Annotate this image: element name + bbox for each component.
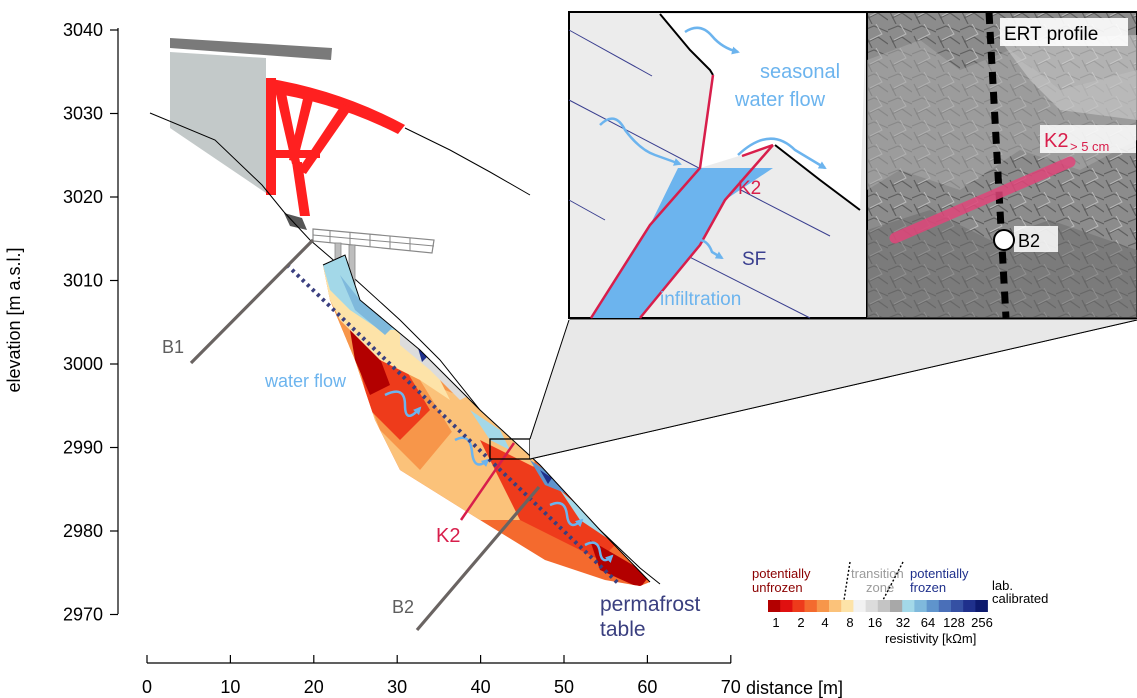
building-wall [170, 52, 266, 193]
permafrost-label-line2: table [600, 618, 646, 641]
b2-label-bg [1014, 226, 1058, 252]
inset-k2-label: K2 [738, 178, 761, 199]
legend-color-swatch [902, 600, 915, 612]
legend-tick-label: 128 [943, 615, 965, 630]
legend-color-swatch [780, 600, 793, 612]
legend-color-swatch [877, 600, 891, 612]
x-tick-label: 30 [387, 677, 407, 697]
water-flow-label: water flow [264, 371, 347, 391]
legend-tick-label: 16 [868, 615, 882, 630]
x-tick-label: 20 [304, 677, 324, 697]
x-tick-label: 10 [220, 677, 240, 697]
y-tick-label: 3010 [63, 271, 103, 291]
b2-label: B2 [392, 597, 414, 617]
y-tick-label: 2980 [63, 521, 103, 541]
y-axis: 3040 3030 3020 3010 3000 2990 2980 2970 elevati… [4, 20, 119, 625]
legend-color-swatch [963, 600, 976, 612]
inset-photo [866, 11, 1137, 319]
legend-color-swatch [804, 600, 818, 612]
k2-label: K2 [436, 525, 460, 547]
legend-color-swatch [938, 600, 952, 612]
legend-tick-label: 4 [821, 615, 828, 630]
legend-tick-label: 8 [846, 615, 853, 630]
legend-unfrozen-line1: potentially [752, 566, 811, 581]
legend-transition-line1: transition [851, 566, 904, 581]
legend-tick-label: 32 [896, 615, 910, 630]
station-building [170, 38, 405, 230]
ert-profile-label: ERT profile [1004, 24, 1098, 45]
x-tick-label: 50 [554, 677, 574, 697]
k2-fracture [459, 442, 516, 521]
x-tick-label: 70 [721, 677, 741, 697]
photo-k2-sub-label: > 5 cm [1070, 139, 1109, 154]
legend-color-swatch [951, 600, 964, 612]
permafrost-label-line1: permafrost [600, 593, 701, 616]
legend-lab-line1: lab. [992, 578, 1013, 593]
y-tick-label: 2990 [63, 438, 103, 458]
x-tick-label: 40 [471, 677, 491, 697]
k2-label-bg [1040, 125, 1136, 153]
legend-divider-right [882, 561, 904, 601]
legend-color-swatch [865, 600, 879, 612]
borehole-b2 [415, 485, 541, 632]
infiltration-label: infiltration [660, 289, 741, 310]
y-tick-label: 3040 [63, 20, 103, 40]
y-tick-label: 3030 [63, 104, 103, 124]
terrain-surface-upper [404, 127, 531, 196]
x-ticks: 0 10 20 30 40 50 60 70 [142, 655, 741, 697]
photo-b2-label: B2 [1018, 231, 1040, 251]
x-tick-label: 60 [637, 677, 657, 697]
steel-frame [266, 78, 405, 230]
x-axis-label: distance [m] [746, 678, 843, 698]
legend-unit-label: resistivity [kΩm] [885, 631, 976, 646]
legend-color-swatch [829, 600, 842, 612]
legend-color-swatch [792, 600, 805, 612]
legend-color-swatch [890, 600, 903, 612]
legend-frozen-line1: potentially [910, 566, 969, 581]
labels: B1 B2 K2 water flow permafrost table sea… [162, 24, 1109, 641]
y-tick-label: 2970 [63, 605, 103, 625]
legend-color-swatch [914, 600, 927, 612]
y-ticks: 3040 3030 3020 3010 3000 2990 2980 2970 [63, 20, 118, 625]
y-tick-label: 3020 [63, 187, 103, 207]
y-tick-label: 3000 [63, 354, 103, 374]
legend-color-swatch [975, 600, 988, 612]
legend-unfrozen-line2: unfrozen [752, 580, 803, 595]
legend-divider-left [843, 561, 851, 601]
borehole-b1 [189, 238, 315, 365]
x-axis: 0 10 20 30 40 50 60 70 distance [m] [142, 655, 843, 698]
b1-label: B1 [162, 337, 184, 357]
legend-tick-label: 1 [772, 615, 779, 630]
seasonal-label-line1: seasonal [760, 61, 840, 83]
legend-color-swatch [853, 600, 866, 612]
seasonal-label-line2: water flow [734, 89, 826, 111]
legend-lab-line2: calibrated [992, 591, 1048, 606]
legend-colorbar [768, 600, 988, 612]
water-flow-arrows [384, 390, 614, 564]
ert-profile-line [985, 11, 1010, 319]
legend-tick-labels: 1 2 4 8 16 32 64 128 256 [772, 615, 992, 630]
roof-slab [170, 38, 332, 60]
legend: potentially unfrozen transition zone pot… [752, 561, 1048, 646]
legend-tick-label: 64 [921, 615, 935, 630]
inset-sketch [568, 11, 868, 319]
section-top-outline [322, 254, 651, 583]
legend-color-swatch [816, 600, 830, 612]
legend-tick-label: 2 [797, 615, 804, 630]
y-axis-label: elevation [m a.s.l.] [4, 247, 24, 392]
borehole-b2-marker [993, 229, 1015, 251]
k2-photo-fracture [889, 156, 1076, 244]
photo-k2-label: K2 [1044, 130, 1068, 152]
legend-frozen-line2: frozen [910, 580, 946, 595]
ert-label-bg [1000, 18, 1128, 46]
legend-color-swatch [768, 600, 781, 612]
sf-label: SF [742, 249, 766, 270]
legend-tick-label: 256 [971, 615, 993, 630]
legend-color-swatch [926, 600, 940, 612]
x-tick-label: 0 [142, 677, 152, 697]
legend-color-swatch [841, 600, 854, 612]
